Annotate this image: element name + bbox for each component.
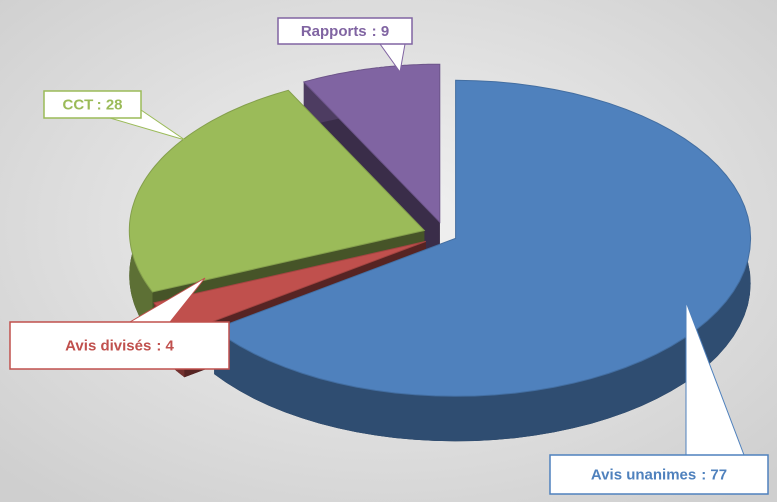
slice [213,79,752,397]
labels: Avis unanimes : 77 Avis divisés : 4 CCT: 28 R… [9,17,769,495]
data-label: Avis unanimes : 77 [591,466,727,483]
label-box [549,454,769,495]
data-label: CCT: 28 [62,96,122,113]
label-value: : 28 [97,96,123,113]
label-value: : 4 [156,337,174,354]
label-category: Rapports [301,23,367,40]
label-box [43,90,142,119]
slice-edge [154,241,426,348]
label-category: Avis divisés [65,337,151,354]
label-category: Avis unanimes [591,466,696,483]
data-label: Rapports : 9 [301,23,389,40]
label-category: CCT [62,96,93,113]
label-box [277,17,413,45]
slice [302,63,441,224]
slice [128,89,426,293]
label-value: : 9 [372,23,390,40]
data-label: Avis divisés : 4 [65,337,174,354]
label-value: : 77 [701,466,727,483]
label-box [9,321,230,370]
pie [128,63,752,442]
